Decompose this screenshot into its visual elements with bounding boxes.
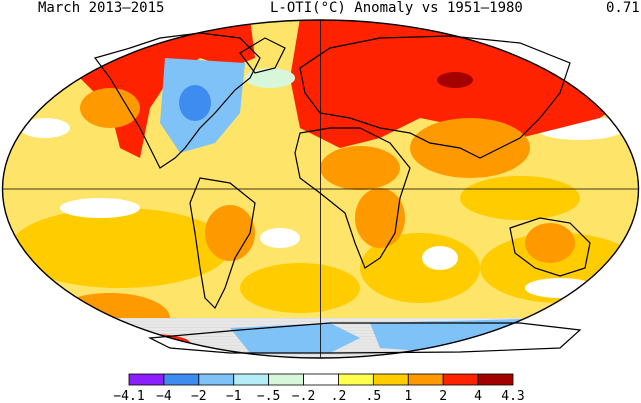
legend-swatch xyxy=(128,373,165,386)
coastline-layer xyxy=(93,32,591,354)
antarctica-coastline xyxy=(147,322,582,354)
africa-coastline xyxy=(294,127,411,269)
australia-warm-region xyxy=(525,223,575,263)
northeast-pacific-warm-region xyxy=(80,88,140,128)
legend-label: −2 xyxy=(191,389,207,403)
legend-label: 2 xyxy=(439,389,447,403)
australia-coastline xyxy=(509,217,591,277)
legend-swatches xyxy=(128,373,514,386)
legend-label: −4.1 xyxy=(113,389,144,403)
north-atlantic-mild-region xyxy=(245,68,295,88)
neutral-region-2 xyxy=(60,198,140,218)
legend-swatch xyxy=(477,373,514,386)
neutral-region-4 xyxy=(422,246,458,270)
antarctic-warm-region xyxy=(110,334,190,352)
legend-swatch xyxy=(372,373,409,386)
legend-swatch xyxy=(442,373,479,386)
legend-label: 4.3 xyxy=(501,389,524,403)
west-pacific-warm-region xyxy=(460,176,580,220)
legend-label: −.5 xyxy=(257,389,280,403)
neutral-region-6 xyxy=(525,278,595,298)
legend-label: 1 xyxy=(404,389,412,403)
legend-swatch xyxy=(198,373,235,386)
legend-label: 4 xyxy=(474,389,482,403)
legend-swatch xyxy=(338,373,374,386)
legend-swatch xyxy=(233,373,270,386)
south-pacific-warm-region xyxy=(10,208,230,288)
legend-label: .5 xyxy=(366,389,382,403)
central-asia-warm-region xyxy=(410,118,530,178)
legend-label: −4 xyxy=(156,389,172,403)
legend-swatch xyxy=(407,373,444,386)
south-america-coastline xyxy=(189,177,256,310)
anomaly-title: L-OTI(°C) Anomaly vs 1951–1980 xyxy=(270,0,523,16)
legend-swatch xyxy=(268,373,304,386)
legend-label: −.2 xyxy=(292,389,315,403)
period-title: March 2013–2015 xyxy=(38,0,165,16)
eurasia-coastline xyxy=(299,35,571,159)
neutral-region-5 xyxy=(260,228,300,248)
global-mean-value: 0.71 xyxy=(606,0,640,16)
temperature-anomaly-map xyxy=(1,19,640,359)
great-lakes-very-cold-region xyxy=(179,85,211,121)
central-africa-warm-region xyxy=(355,188,405,248)
legend-label: .2 xyxy=(331,389,347,403)
north-africa-warm-region xyxy=(320,146,400,190)
greenland-coastline xyxy=(239,37,286,74)
legend-swatch xyxy=(163,373,200,386)
legend-swatch xyxy=(303,373,339,386)
legend-label: −1 xyxy=(226,389,242,403)
legend-labels: −4.1 −4 −2 −1 −.5 −.2 .2 .5 1 2 4 4.3 xyxy=(113,389,524,403)
antarctic-cold-region-west xyxy=(230,323,360,353)
globe-outline xyxy=(1,19,640,359)
map-title-bar: March 2013–2015 L-OTI(°C) Anomaly vs 195… xyxy=(0,0,641,18)
color-legend: −4.1 −4 −2 −1 −.5 −.2 .2 .5 1 2 4 4.3 xyxy=(113,373,525,403)
siberia-extreme-region xyxy=(437,72,473,88)
south-atlantic-warm-region xyxy=(240,263,360,313)
neutral-region-1 xyxy=(20,118,70,138)
south-america-warm-region xyxy=(205,205,255,261)
